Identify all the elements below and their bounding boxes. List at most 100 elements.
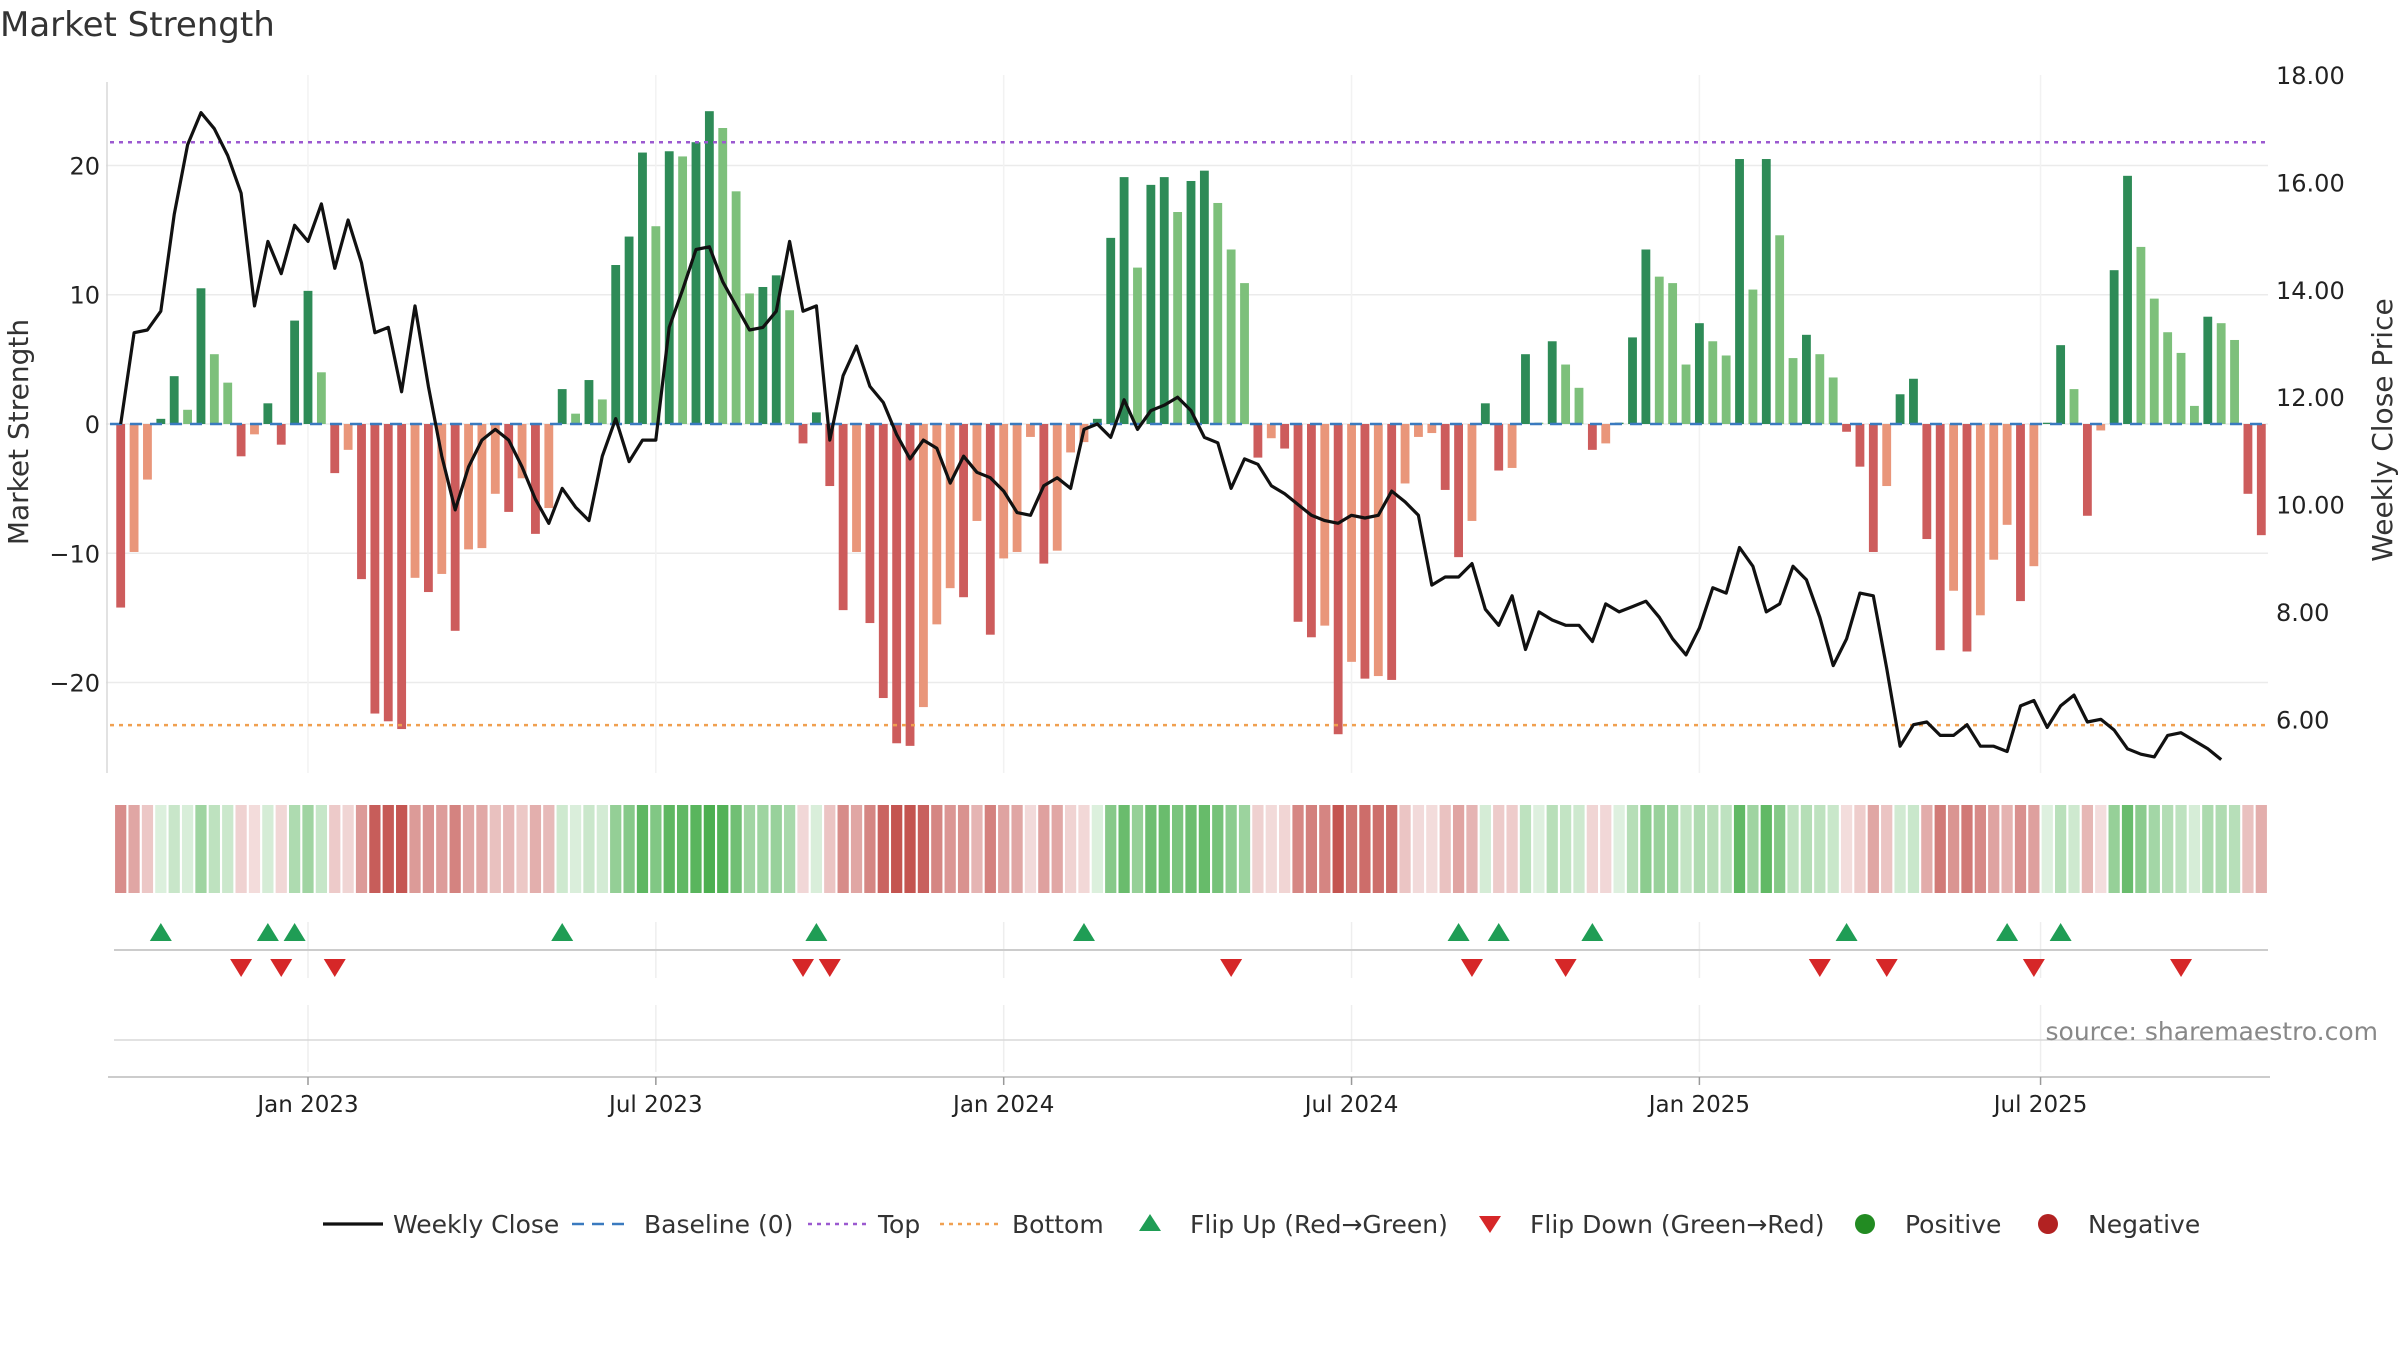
heat-cell xyxy=(1988,805,2000,893)
strength-bar xyxy=(1842,424,1851,432)
strength-bar xyxy=(410,424,420,578)
heat-cell xyxy=(904,805,916,893)
strength-bar xyxy=(1561,364,1571,424)
strength-bar xyxy=(945,424,955,589)
heat-cell xyxy=(155,805,167,893)
heat-cell xyxy=(315,805,327,893)
heat-cell xyxy=(2095,805,2107,893)
strength-bar xyxy=(959,424,968,598)
heat-cell xyxy=(275,805,287,893)
strength-bar xyxy=(129,424,139,552)
strength-bar xyxy=(1547,341,1557,424)
flip-down-marker xyxy=(1875,959,1898,977)
right-tick-label: 14.00 xyxy=(2276,277,2345,305)
heat-cell xyxy=(489,805,501,893)
heat-cell xyxy=(2188,805,2201,893)
strength-bar xyxy=(1306,424,1316,638)
heat-cell xyxy=(1867,805,1879,893)
heat-cell xyxy=(1158,805,1170,893)
heat-cell xyxy=(623,805,635,893)
heat-cell xyxy=(1613,805,1625,893)
strength-bar xyxy=(1601,424,1611,444)
heat-cell xyxy=(650,805,662,893)
heat-cell xyxy=(1840,805,1853,893)
x-tick-label: Jul 2025 xyxy=(1992,1092,2088,1118)
heat-cell xyxy=(141,805,154,893)
legend-swatch-flip-down xyxy=(1479,1216,1501,1233)
heat-cell xyxy=(289,805,301,893)
strength-bar xyxy=(1855,424,1865,467)
heat-cell xyxy=(2055,805,2067,893)
heat-cell xyxy=(1774,805,1786,893)
heat-cell xyxy=(596,805,608,893)
strength-bar xyxy=(1494,424,1504,471)
x-tick-label: Jul 2024 xyxy=(1303,1092,1399,1118)
heat-cell xyxy=(1198,805,1210,893)
heat-cell xyxy=(676,805,689,893)
x-axis-ticks: Jan 2023 Jul 2023 Jan 2024 Jul 2024 Jan 2025… xyxy=(255,1077,2087,1118)
heat-cell xyxy=(1533,805,1545,893)
heat-cell xyxy=(382,805,394,893)
heat-cell xyxy=(355,805,368,893)
strength-bar xyxy=(1909,378,1918,424)
strength-bar xyxy=(464,424,473,550)
strength-bar xyxy=(383,424,393,722)
heat-cell xyxy=(1064,805,1077,893)
heat-cell xyxy=(690,805,702,893)
strength-bar xyxy=(771,275,781,424)
strength-bar xyxy=(1360,424,1370,679)
strength-bar xyxy=(490,424,500,494)
strength-bar xyxy=(1802,334,1811,424)
strength-bar xyxy=(1922,424,1932,540)
strength-bar xyxy=(2216,323,2226,424)
heat-cell xyxy=(717,805,729,893)
strength-bar xyxy=(1320,424,1330,626)
strength-bar xyxy=(2203,316,2213,424)
heat-cell xyxy=(569,805,582,893)
heat-cell xyxy=(2081,805,2094,893)
heat-cell xyxy=(998,805,1010,893)
heat-cell xyxy=(128,805,140,893)
heat-cell xyxy=(1386,805,1398,893)
heat-cell xyxy=(1693,805,1706,893)
heat-cell xyxy=(730,805,742,893)
heat-cell xyxy=(1185,805,1197,893)
heat-cell xyxy=(2108,805,2120,893)
strength-bar xyxy=(1293,424,1303,622)
heat-cell xyxy=(1238,805,1251,893)
left-tick-label: −20 xyxy=(49,670,100,698)
heat-cell xyxy=(1707,805,1719,893)
heat-cell xyxy=(1559,805,1572,893)
heat-cell xyxy=(1466,805,1478,893)
strength-bar xyxy=(1721,355,1731,424)
heat-cell xyxy=(784,805,796,893)
flip-up-marker xyxy=(1487,923,1510,941)
strength-bar xyxy=(2230,339,2239,424)
strength-bar xyxy=(691,142,701,424)
strength-bar xyxy=(1989,424,1999,560)
strength-bar xyxy=(1387,424,1397,680)
strength-bar xyxy=(1133,267,1142,424)
flip-up-marker xyxy=(551,923,574,941)
heat-cell xyxy=(1292,805,1304,893)
strength-bar xyxy=(1039,424,1049,564)
strength-bar xyxy=(263,403,273,424)
heat-cell xyxy=(1974,805,1986,893)
heat-cell xyxy=(302,805,314,893)
x-tick-label: Jan 2025 xyxy=(1647,1092,1750,1118)
heat-cell xyxy=(262,805,274,893)
strength-bar xyxy=(745,293,754,424)
flip-down-marker xyxy=(2170,959,2193,977)
strength-bar xyxy=(370,424,380,714)
strength-bar xyxy=(1962,424,1972,652)
strength-bar xyxy=(664,151,674,424)
legend-label-close: Weekly Close xyxy=(393,1210,559,1239)
weekly-close-series xyxy=(119,111,2223,761)
strength-bar xyxy=(1213,202,1223,424)
heat-cell xyxy=(1586,805,1598,893)
heat-cell xyxy=(770,805,782,893)
legend-swatch-flip-up xyxy=(1139,1214,1161,1231)
strength-bar xyxy=(651,226,661,424)
heat-cell xyxy=(1733,805,1746,893)
strength-bar xyxy=(1868,424,1878,552)
